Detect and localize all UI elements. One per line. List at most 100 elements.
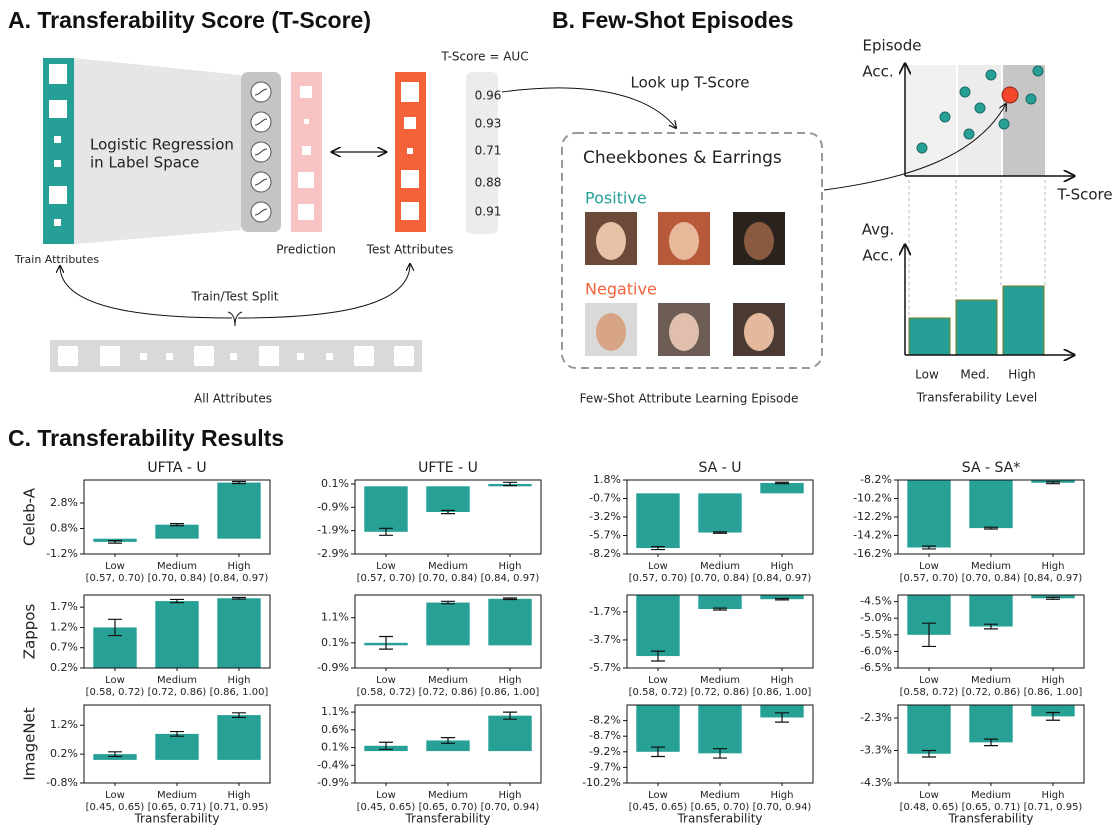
x-tick-range: [0.57, 0.70)	[629, 573, 688, 584]
plot-frame	[354, 479, 542, 555]
lookup-label: Look up T-Score	[631, 74, 750, 92]
bar	[217, 715, 261, 760]
y-tick-label: -4.5%	[860, 595, 892, 608]
y-tick-label: -9.7%	[589, 760, 621, 773]
x-tick-label: Low	[919, 675, 939, 686]
faces	[585, 212, 785, 356]
bar	[969, 705, 1013, 743]
level-label: Low	[915, 368, 939, 382]
x-tick-label: High	[228, 790, 251, 801]
bar	[426, 740, 470, 752]
prediction-label: Prediction	[276, 243, 336, 257]
x-tick-label: High	[228, 675, 251, 686]
axis-label: Acc.	[862, 63, 893, 81]
chart-title: UFTE - U	[418, 460, 478, 476]
error-bar	[651, 546, 665, 551]
train-column	[43, 58, 74, 244]
error-bar	[1046, 481, 1060, 485]
x-tick-range: [0.70, 0.84)	[962, 573, 1021, 584]
bar	[760, 595, 804, 600]
error-bar	[441, 509, 455, 515]
lookup-arrow	[501, 87, 676, 128]
y-tick-label: 0.7%	[50, 641, 78, 654]
error-bar	[108, 540, 122, 544]
x-tick-range: [0.86, 1.00]	[1024, 687, 1083, 698]
bar	[698, 493, 742, 533]
y-tick-label: -0.7%	[589, 492, 621, 505]
episode-caption: Few-Shot Attribute Learning Episode	[580, 392, 799, 406]
x-tick-label: High	[1042, 561, 1065, 572]
error-bar	[922, 545, 936, 550]
y-tick-label: 1.1%	[321, 705, 349, 718]
x-tick-label: High	[499, 790, 522, 801]
panel-title: B. Few-Shot Episodes	[552, 7, 794, 33]
error-bar	[922, 749, 936, 758]
x-axis-label: Transferability	[676, 812, 762, 826]
y-tick-label: -8.2%	[589, 714, 621, 727]
y-tick-label: 2.8%	[50, 496, 78, 509]
bar	[364, 486, 408, 532]
level-bar	[908, 317, 951, 356]
x-tick-label: Medium	[157, 675, 197, 686]
error-bar	[775, 597, 789, 601]
x-tick-range: [0.58, 0.72)	[900, 687, 959, 698]
x-tick-label: Medium	[700, 561, 740, 572]
auc-value: 0.96	[475, 89, 502, 103]
x-tick-range: [0.72, 0.86)	[148, 687, 207, 698]
bar	[969, 480, 1013, 529]
bar	[488, 715, 532, 752]
bar	[1031, 705, 1075, 717]
x-tick-range: [0.58, 0.72)	[86, 687, 145, 698]
y-tick-label: -1.2%	[46, 547, 78, 560]
x-axis-label: Transferability	[133, 812, 219, 826]
y-tick-label: -6.0%	[860, 644, 892, 657]
episode-dots	[916, 65, 1044, 154]
x-tick-label: Low	[105, 675, 125, 686]
x-tick-label: High	[771, 675, 794, 686]
test-label: Test Attributes	[366, 243, 454, 257]
bar	[760, 482, 804, 494]
x-tick-label: Low	[105, 561, 125, 572]
plot-frame	[626, 594, 814, 669]
axis-label: T-Score	[1056, 186, 1112, 204]
error-bar	[379, 527, 393, 536]
panel-b: B. Few-Shot Episodes Look up T-Score Che…	[501, 7, 1113, 406]
error-bar	[1046, 711, 1060, 721]
plot-frame	[897, 704, 1085, 784]
x-tick-range: [0.72, 0.86)	[962, 687, 1021, 698]
y-tick-label: 0.6%	[321, 723, 349, 736]
y-tick-label: -8.2%	[860, 473, 892, 486]
error-bar	[232, 712, 246, 719]
bar	[969, 595, 1013, 627]
brace	[227, 311, 243, 327]
negative-label: Negative	[585, 280, 657, 299]
model-label: Logistic Regression	[90, 136, 234, 154]
y-axis-label: Celeb-A	[21, 487, 39, 546]
x-tick-label: Low	[105, 790, 125, 801]
y-tick-label: -16.2%	[853, 547, 892, 560]
x-tick-label: Low	[648, 561, 668, 572]
x-tick-range: [0.72, 0.86)	[691, 687, 750, 698]
error-bar	[713, 748, 727, 759]
bar	[760, 705, 804, 718]
y-tick-label: 1.1%	[321, 611, 349, 624]
plot-frame	[897, 594, 1085, 669]
x-tick-range: [0.58, 0.72)	[629, 687, 688, 698]
y-tick-label: -2.9%	[317, 547, 349, 560]
x-tick-label: High	[771, 790, 794, 801]
x-tick-range: [0.48, 0.65)	[900, 802, 959, 813]
x-tick-range: [0.86, 1.00]	[210, 687, 269, 698]
error-bar	[170, 730, 184, 737]
auc-value: 0.88	[475, 176, 502, 190]
error-bar	[503, 481, 517, 487]
x-tick-range: [0.84, 0.97)	[481, 573, 540, 584]
y-tick-label: -0.9%	[317, 776, 349, 789]
error-bar	[713, 607, 727, 611]
chart-title: SA - SA*	[962, 460, 1020, 476]
x-tick-range: [0.45, 0.65)	[357, 802, 416, 813]
x-tick-label: Medium	[971, 561, 1011, 572]
x-tick-label: Low	[648, 675, 668, 686]
x-tick-label: High	[499, 561, 522, 572]
y-tick-label: -9.2%	[589, 745, 621, 758]
axis-label: Acc.	[862, 247, 893, 265]
